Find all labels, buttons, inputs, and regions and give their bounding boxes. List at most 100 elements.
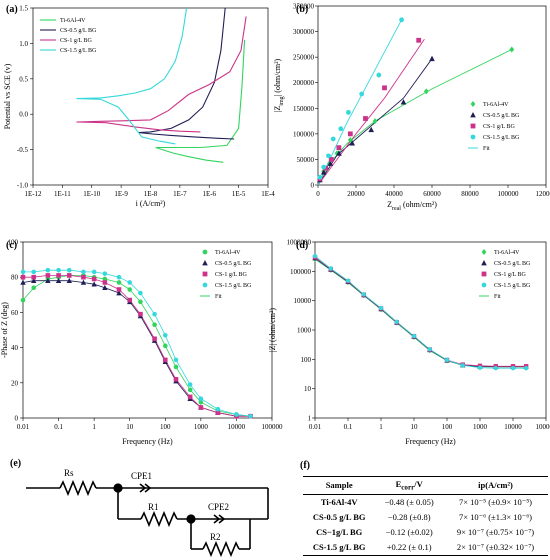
- legend-label: Fit: [215, 294, 222, 300]
- label-r2: R2: [210, 532, 221, 542]
- x-axis-label-base: Z: [387, 200, 392, 209]
- y-tick-label: 20: [11, 379, 19, 387]
- resistor-r2: [202, 540, 240, 558]
- x-axis-label-unit: (ohm/cm²): [401, 200, 437, 209]
- y-axis-label-sub: img: [279, 96, 285, 105]
- cpe1-symbol: [144, 483, 152, 493]
- x-tick-label: 100000: [498, 190, 520, 198]
- data-point: [470, 112, 476, 118]
- x-tick-label: 80000: [461, 190, 479, 198]
- data-point: [481, 282, 487, 288]
- y-axis-label: |Z| (ohm/cm²): [268, 308, 277, 352]
- fit-line: [317, 38, 425, 186]
- x-tick-label: 0.1: [344, 423, 353, 431]
- x-tick-label: 1E-5: [232, 190, 246, 198]
- y-axis-label: |Zimg| (ohm/cm²): [273, 58, 285, 112]
- data-point: [460, 363, 465, 368]
- data-point: [338, 126, 344, 132]
- data-point: [127, 297, 133, 303]
- x-tick-label: 10000: [228, 423, 246, 431]
- data-point: [138, 311, 143, 317]
- x-tick-label: 1000: [473, 423, 488, 431]
- x-tick-label: 100000: [262, 423, 284, 431]
- header-ip: ip(A/cm²): [443, 476, 548, 495]
- label-cpe2: CPE2: [208, 502, 229, 512]
- x-tick-label: 1E-8: [144, 190, 158, 198]
- fit-line: [314, 255, 527, 369]
- chart-bode-phase: 0.01 0.1 1 10 100 1000 10000 100000 0 20 40 60 80 100…: [0, 239, 283, 447]
- y-tick-label: 350000: [293, 3, 315, 11]
- series-line: [138, 7, 235, 140]
- data-point: [326, 153, 331, 159]
- y-tick-label: 50000: [297, 156, 315, 164]
- header-ecorr-unit: /V: [414, 479, 423, 489]
- x-tick-label: 0.01: [309, 423, 322, 431]
- data-point: [187, 387, 193, 393]
- data-point: [336, 145, 342, 151]
- series-line: [76, 7, 188, 145]
- data-point: [345, 278, 351, 283]
- y-tick-label: 40: [11, 344, 19, 352]
- legend-label: CS-1 g/L BG: [60, 38, 92, 44]
- x-tick-label: 100000: [536, 423, 550, 431]
- x-tick-label: 0.01: [17, 423, 30, 431]
- data-point: [399, 17, 404, 23]
- legend-label: Fit: [483, 146, 490, 152]
- y-tick-label: 10: [304, 385, 312, 393]
- y-tick-label: 10000: [294, 297, 312, 305]
- x-tick-label: 1: [92, 423, 96, 431]
- data-point: [330, 136, 336, 142]
- y-tick-label: 300000: [293, 28, 315, 36]
- data-point: [363, 116, 368, 121]
- data-point: [102, 284, 108, 291]
- data-point: [481, 260, 487, 266]
- data-point: [312, 253, 318, 259]
- table-header-row: Sample Ecorr/V ip(A/cm²): [303, 476, 548, 495]
- cell-ecorr: −0.28 (±0.8): [387, 512, 431, 523]
- y-tick-label: 1000000: [287, 239, 312, 247]
- data-point: [31, 285, 37, 291]
- legend-label: CS-0.5 g/L BG: [60, 28, 97, 34]
- data-point: [470, 134, 476, 140]
- x-tick-label: 1: [379, 423, 383, 431]
- data-point: [20, 269, 26, 275]
- data-point: [116, 290, 122, 296]
- legend-label: CS-0.5 g/L BG: [483, 113, 520, 119]
- data-point: [56, 273, 61, 278]
- y-tick-label: 0.5: [19, 75, 28, 83]
- x-tick-label: 10: [126, 423, 134, 431]
- x-tick-label: 0.1: [54, 423, 63, 431]
- data-point: [56, 267, 61, 273]
- data-point: [234, 412, 239, 417]
- chart-polarization: 1E-12 1E-11 1E-10 1E-9 1E-8 1E-7 1E-6 1E-5 1E-4 1…: [3, 5, 275, 209]
- data-point: [202, 282, 208, 288]
- label-cpe1: CPE1: [131, 471, 152, 481]
- data-point: [198, 396, 204, 401]
- data-point: [411, 333, 417, 339]
- x-tick-label: 1E-4: [261, 190, 275, 198]
- cpe2-symbol: [218, 514, 226, 524]
- legend-label: CS-0.5 g/L BG: [215, 261, 252, 267]
- label-r1: R1: [148, 502, 159, 512]
- data-point: [349, 140, 355, 146]
- data-point: [31, 277, 37, 284]
- cell-ip: 7× 10⁻⁵ (±0.9× 10⁻⁵): [458, 496, 533, 507]
- data-point: [328, 157, 334, 162]
- data-point: [116, 287, 122, 292]
- data-point: [31, 274, 37, 280]
- header-ecorr: Ecorr/V: [375, 476, 443, 495]
- y-axis-label: -Phase of Z (deg): [0, 302, 9, 358]
- data-point: [66, 267, 72, 273]
- legend-label: CS-1.5 g/L BG: [60, 48, 97, 54]
- data-point: [423, 88, 429, 95]
- panel-label-f: (f): [300, 460, 310, 471]
- data-point: [481, 249, 487, 255]
- table-row: CS-0.5 g/L BG −0.28 (±0.8) 7× 10⁻⁶ (±1.3…: [303, 510, 548, 525]
- data-point: [376, 72, 382, 78]
- data-point: [416, 37, 422, 43]
- data-point: [138, 290, 143, 296]
- cell-sample: CS−1g/L BG: [316, 527, 363, 538]
- y-tick-label: 100000: [293, 130, 315, 138]
- data-point: [66, 277, 72, 284]
- cell-ecorr: +0.22 (± 0.1): [375, 539, 443, 556]
